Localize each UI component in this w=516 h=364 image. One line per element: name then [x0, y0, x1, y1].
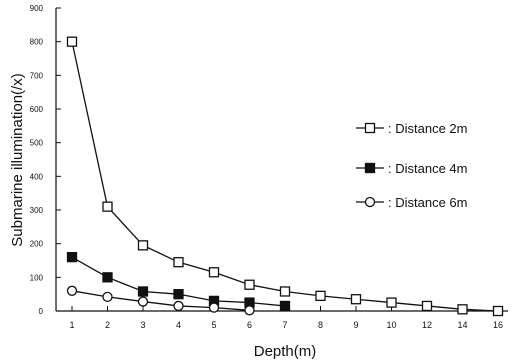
series-distance-6m	[66, 285, 255, 316]
data-point	[421, 300, 433, 312]
y-tick-label: 100	[30, 273, 44, 282]
legend-marker	[364, 162, 376, 174]
x-tick-label: 1	[69, 320, 74, 330]
x-tick-label: 5	[211, 320, 216, 330]
data-point	[350, 294, 362, 305]
y-tick-label: 800	[30, 38, 44, 47]
y-tick-label: 600	[30, 105, 44, 114]
data-point	[137, 286, 149, 297]
x-tick-label: 6	[247, 320, 252, 330]
data-point	[66, 251, 78, 263]
y-axis-ticks: 0 100 200 300 400 500 600 700 800 900	[30, 4, 61, 316]
data-point	[315, 290, 326, 302]
y-tick-label: 0	[39, 307, 44, 316]
y-tick-label: 200	[30, 240, 44, 249]
series-line	[71, 290, 250, 311]
data-point	[173, 257, 184, 268]
data-point	[386, 297, 397, 308]
data-point	[137, 296, 149, 307]
legend-marker	[364, 196, 376, 208]
chart-legend: : Distance 2m : Distance 4m : Distance 6m	[356, 121, 467, 210]
x-tick-label: 2	[105, 320, 110, 330]
x-tick-label: 16	[493, 320, 503, 330]
data-point	[279, 286, 291, 297]
y-tick-label: 400	[30, 172, 44, 181]
x-tick-label: 14	[457, 320, 467, 330]
x-tick-label: 9	[353, 320, 358, 330]
y-tick-label: 900	[30, 4, 44, 13]
data-point	[137, 240, 149, 251]
data-point	[102, 272, 113, 283]
x-tick-label: 3	[140, 320, 145, 330]
x-tick-label: 12	[422, 320, 432, 330]
x-tick-label: 8	[318, 320, 323, 330]
data-point	[173, 289, 184, 300]
legend-label: : Distance 6m	[388, 195, 467, 210]
x-tick-label: 10	[386, 320, 396, 330]
data-point	[102, 201, 113, 212]
series-distance-2m	[66, 36, 504, 317]
series-line	[71, 41, 499, 312]
data-point	[173, 300, 184, 312]
x-tick-label: 4	[176, 320, 181, 330]
y-tick-label: 700	[30, 71, 44, 80]
legend-label: : Distance 4m	[388, 161, 467, 176]
data-point	[66, 285, 78, 296]
chart-axes	[55, 8, 508, 312]
data-point	[492, 305, 504, 317]
legend-marker	[364, 122, 376, 134]
chart-series	[66, 36, 504, 317]
data-point	[244, 305, 255, 316]
x-tick-label: 7	[282, 320, 287, 330]
data-point	[457, 304, 468, 315]
y-axis-label: Submarine illumination(/x)	[9, 73, 26, 246]
data-point	[279, 300, 291, 312]
series-distance-4m	[66, 251, 291, 312]
y-tick-label: 500	[30, 139, 44, 148]
legend-label: : Distance 2m	[388, 121, 467, 136]
legend-item: : Distance 6m	[356, 195, 467, 210]
data-point	[102, 291, 113, 303]
data-point	[66, 36, 78, 47]
y-tick-label: 300	[30, 206, 44, 215]
x-axis-label: Depth(m)	[254, 343, 317, 360]
data-point	[208, 267, 220, 278]
legend-item: : Distance 2m	[356, 121, 467, 136]
data-point	[208, 302, 220, 313]
data-point	[244, 279, 255, 290]
legend-item: : Distance 4m	[356, 161, 467, 176]
